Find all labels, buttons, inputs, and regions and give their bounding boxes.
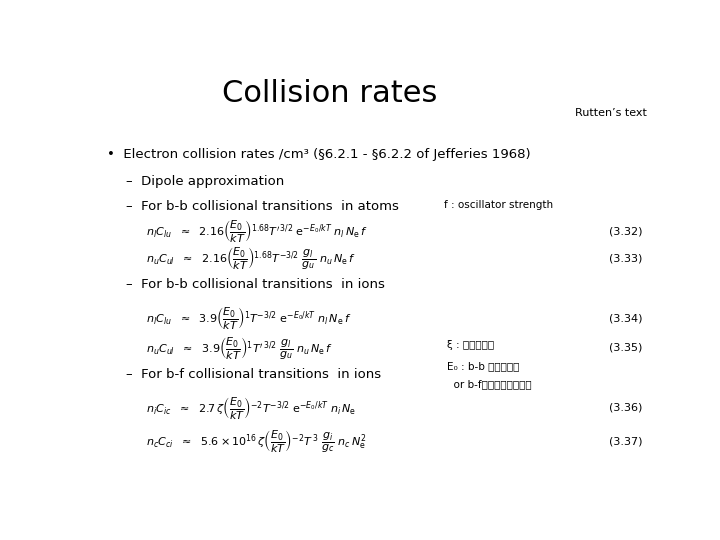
Text: $n_l C_{lu}\ \ \approx\ \ 3.9\left(\dfrac{E_0}{kT}\right)^{1} T^{-3/2}\ \mathrm{: $n_l C_{lu}\ \ \approx\ \ 3.9\left(\dfra… xyxy=(145,306,351,332)
Text: (3.36): (3.36) xyxy=(609,403,642,413)
Text: (3.33): (3.33) xyxy=(609,253,642,263)
Text: –  For b-f collisional transitions  in ions: – For b-f collisional transitions in ion… xyxy=(126,368,382,381)
Text: –  For b-b collisional transitions  in atoms: – For b-b collisional transitions in ato… xyxy=(126,200,399,213)
Text: $n_c C_{ci}\ \ \approx\ \ 5.6\times10^{16}\,\zeta\left(\dfrac{E_0}{kT}\right)^{-: $n_c C_{ci}\ \ \approx\ \ 5.6\times10^{1… xyxy=(145,428,366,454)
Text: –  Dipole approximation: – Dipole approximation xyxy=(126,175,284,188)
Text: Rutten’s text: Rutten’s text xyxy=(575,109,647,118)
Text: f : oscillator strength: f : oscillator strength xyxy=(444,200,554,210)
Text: Collision rates: Collision rates xyxy=(222,79,438,109)
Text: –  For b-b collisional transitions  in ions: – For b-b collisional transitions in ion… xyxy=(126,278,385,291)
Text: or b-fのエネルギー間値: or b-fのエネルギー間値 xyxy=(447,379,532,389)
Text: $n_u C_{ul}\ \ \approx\ \ 3.9\left(\dfrac{E_0}{kT}\right)^{1} T^{\prime\,3/2}\ \: $n_u C_{ul}\ \ \approx\ \ 3.9\left(\dfra… xyxy=(145,335,333,361)
Text: (3.34): (3.34) xyxy=(609,313,642,323)
Text: $n_u C_{ul}\ \ \approx\ \ 2.16\left(\dfrac{E_0}{kT}\right)^{1.68} T^{-3/2}\ \dfr: $n_u C_{ul}\ \ \approx\ \ 2.16\left(\dfr… xyxy=(145,245,356,271)
Text: $n_l C_{lu}\ \ \approx\ \ 2.16\left(\dfrac{E_0}{kT}\right)^{1.68} T^{\prime\,3/2: $n_l C_{lu}\ \ \approx\ \ 2.16\left(\dfr… xyxy=(145,218,367,244)
Text: (3.32): (3.32) xyxy=(609,226,642,236)
Text: (3.37): (3.37) xyxy=(609,436,642,446)
Text: •  Electron collision rates /cm³ (§6.2.1 - §6.2.2 of Jefferies 1968): • Electron collision rates /cm³ (§6.2.1 … xyxy=(107,148,531,161)
Text: $n_i C_{ic}\ \ \approx\ \ 2.7\,\zeta\left(\dfrac{E_0}{kT}\right)^{-2} T^{-3/2}\ : $n_i C_{ic}\ \ \approx\ \ 2.7\,\zeta\lef… xyxy=(145,395,356,421)
Text: ξ : 外殼電子数: ξ : 外殼電子数 xyxy=(447,340,494,350)
Text: (3.35): (3.35) xyxy=(609,342,642,353)
Text: E₀ : b-b エネルギー: E₀ : b-b エネルギー xyxy=(447,361,520,371)
